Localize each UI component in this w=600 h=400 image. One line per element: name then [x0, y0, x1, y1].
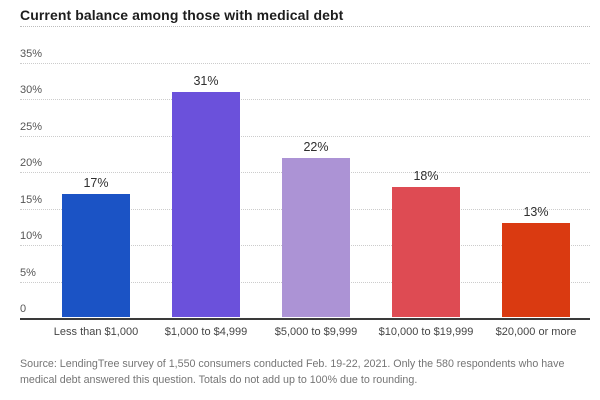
x-tick-label: Less than $1,000	[53, 326, 139, 338]
y-tick-label: 30%	[20, 84, 43, 97]
y-tick-label: 25%	[20, 120, 43, 133]
bar	[62, 194, 130, 317]
x-tick-label: $1,000 to $4,999	[164, 326, 248, 338]
gridline	[20, 135, 590, 137]
bar	[282, 158, 350, 317]
bar-value-label: 22%	[303, 140, 329, 154]
y-tick-label: 10%	[20, 230, 43, 243]
y-tick-label: 35%	[20, 48, 43, 60]
source-note: Source: LendingTree survey of 1,550 cons…	[20, 358, 565, 386]
gridline	[20, 99, 590, 101]
bar-value-label: 13%	[523, 205, 549, 219]
gridline	[20, 63, 590, 64]
bar	[392, 187, 460, 317]
bar	[502, 223, 570, 317]
y-tick-label: 15%	[20, 193, 43, 206]
y-tick-label: 0	[20, 303, 27, 315]
title-separator	[20, 26, 590, 27]
x-tick-label: $5,000 to $9,999	[274, 326, 358, 338]
bar	[172, 92, 240, 317]
y-tick-label: 5%	[20, 266, 36, 279]
bar-value-label: 18%	[413, 169, 439, 183]
bar-value-label: 17%	[83, 176, 109, 190]
y-tick-label: 20%	[20, 157, 43, 170]
x-tick-label: $10,000 to $19,999	[378, 326, 474, 338]
x-axis-line	[20, 318, 590, 320]
x-tick-label: $20,000 or more	[495, 326, 577, 338]
bar-value-label: 31%	[193, 74, 219, 88]
chart-title: Current balance among those with medical…	[20, 7, 344, 23]
